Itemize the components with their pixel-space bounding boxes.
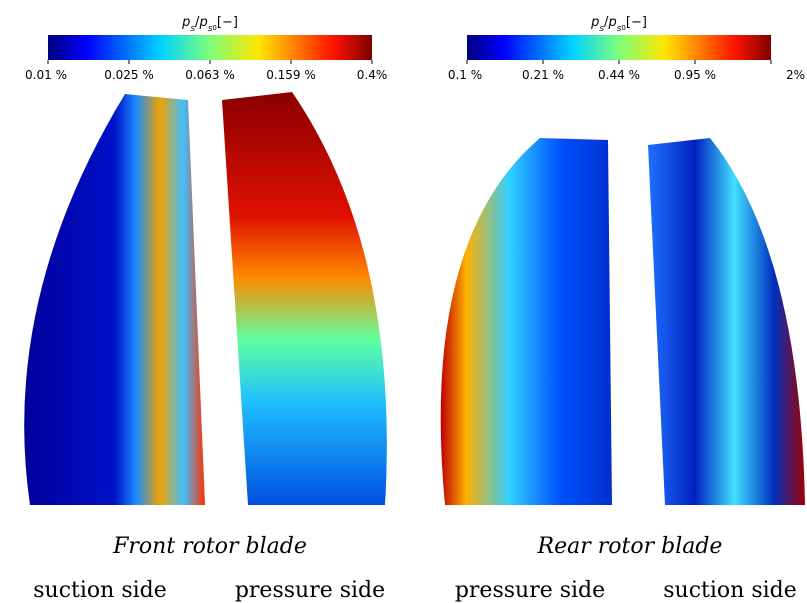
caption: Rear rotor blade xyxy=(537,534,723,559)
colorbar-tick-label: 0.95 % xyxy=(674,68,716,82)
side-label: pressure side xyxy=(455,578,605,603)
colorbar xyxy=(48,35,372,60)
colorbar xyxy=(467,35,771,60)
blade-surface xyxy=(222,92,387,505)
label-part: / xyxy=(195,15,200,30)
colorbar-tick-label: 0.159 % xyxy=(266,68,316,82)
colorbar-tick-label: 2% xyxy=(786,68,805,82)
colorbar-tick-label: 0.1 % xyxy=(448,68,482,82)
colorbar-tick-label: 0.063 % xyxy=(185,68,235,82)
label-part: 0 xyxy=(212,24,216,32)
label-part: / xyxy=(604,15,609,30)
side-label: suction side xyxy=(33,578,167,603)
label-part: 0 xyxy=(621,24,625,32)
colorbar-tick-label: 0.21 % xyxy=(522,68,564,82)
colorbar-tick-label: 0.44 % xyxy=(598,68,640,82)
caption: Front rotor blade xyxy=(112,534,307,559)
blade-surface xyxy=(440,138,612,505)
side-label: suction side xyxy=(663,578,797,603)
colorbar-tick-label: 0.01 % xyxy=(25,68,67,82)
colorbar-tick-label: 0.025 % xyxy=(104,68,154,82)
side-label: pressure side xyxy=(235,578,385,603)
label-part: s xyxy=(599,24,604,34)
label-part: s xyxy=(617,24,622,34)
colorbar-tick-label: 0.4% xyxy=(357,68,388,82)
label-part: [−] xyxy=(217,15,238,30)
label-part: s xyxy=(190,24,195,34)
blade-surface xyxy=(24,94,206,505)
blade-surface xyxy=(648,138,805,505)
colorbar-label: ps/ps0[−] xyxy=(181,15,238,34)
label-part: [−] xyxy=(626,15,647,30)
label-part: p xyxy=(590,15,599,30)
colorbar-label: ps/ps0[−] xyxy=(590,15,647,34)
label-part: p xyxy=(607,15,616,30)
label-part: p xyxy=(198,15,207,30)
label-part: s xyxy=(208,24,213,34)
label-part: p xyxy=(181,15,190,30)
